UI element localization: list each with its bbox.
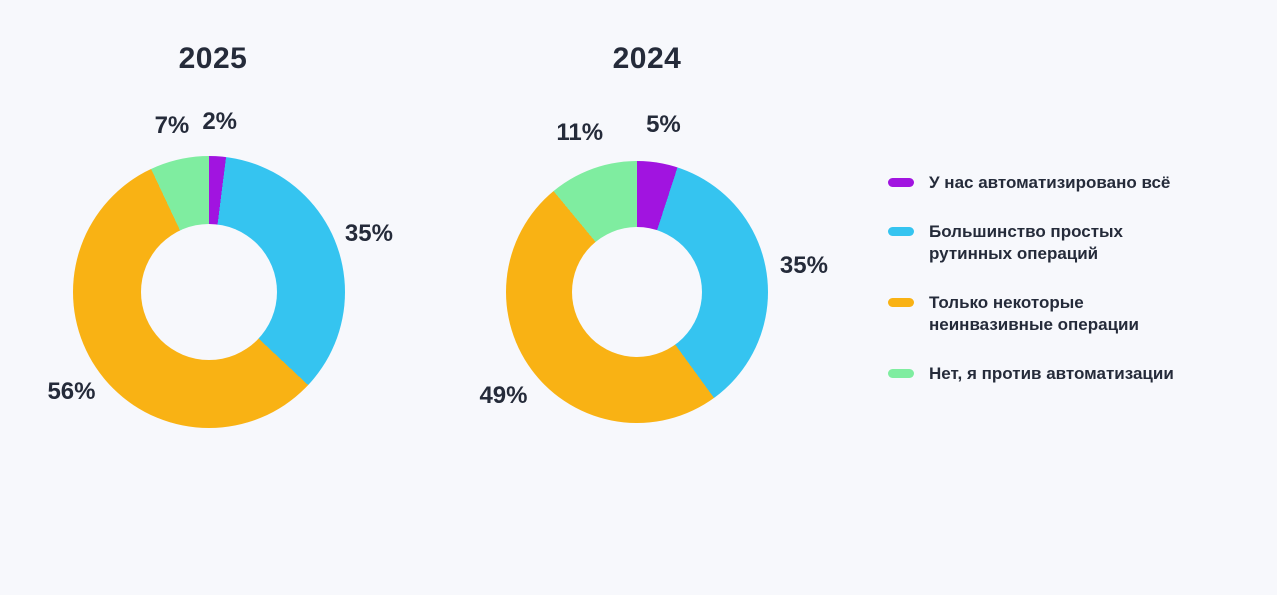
slice-label: 5% bbox=[646, 111, 681, 139]
legend-item: Нет, я против автоматизации bbox=[888, 363, 1228, 385]
legend-item: Только некоторые неинвазивные операции bbox=[888, 292, 1228, 336]
chart-title: 2025 bbox=[178, 42, 248, 75]
legend-label: У нас автоматизировано всё bbox=[929, 173, 1171, 192]
slice-label: 7% bbox=[154, 112, 190, 140]
slice-label: 11% bbox=[556, 119, 604, 146]
legend-item: У нас автоматизировано всё bbox=[888, 172, 1228, 194]
legend-label: Большинство простых рутинных операций bbox=[929, 222, 1123, 263]
slice-label: 2% bbox=[202, 108, 238, 136]
slice-label: 49% bbox=[479, 381, 528, 409]
slice-label: 56% bbox=[47, 377, 96, 405]
donut-hole bbox=[572, 227, 702, 357]
slice-label: 35% bbox=[779, 251, 828, 279]
legend-label: Нет, я против автоматизации bbox=[929, 364, 1174, 383]
slice-label: 35% bbox=[344, 220, 393, 248]
legend-swatch bbox=[888, 369, 914, 378]
legend-swatch bbox=[888, 178, 914, 187]
legend-swatch bbox=[888, 298, 914, 307]
legend-item: Большинство простых рутинных операций bbox=[888, 221, 1228, 265]
legend: У нас автоматизировано всё Большинство п… bbox=[888, 172, 1228, 385]
legend-label: Только некоторые неинвазивные операции bbox=[929, 293, 1139, 334]
chart-title: 2024 bbox=[612, 42, 682, 75]
legend-swatch bbox=[888, 227, 914, 236]
donut-hole bbox=[141, 224, 277, 360]
